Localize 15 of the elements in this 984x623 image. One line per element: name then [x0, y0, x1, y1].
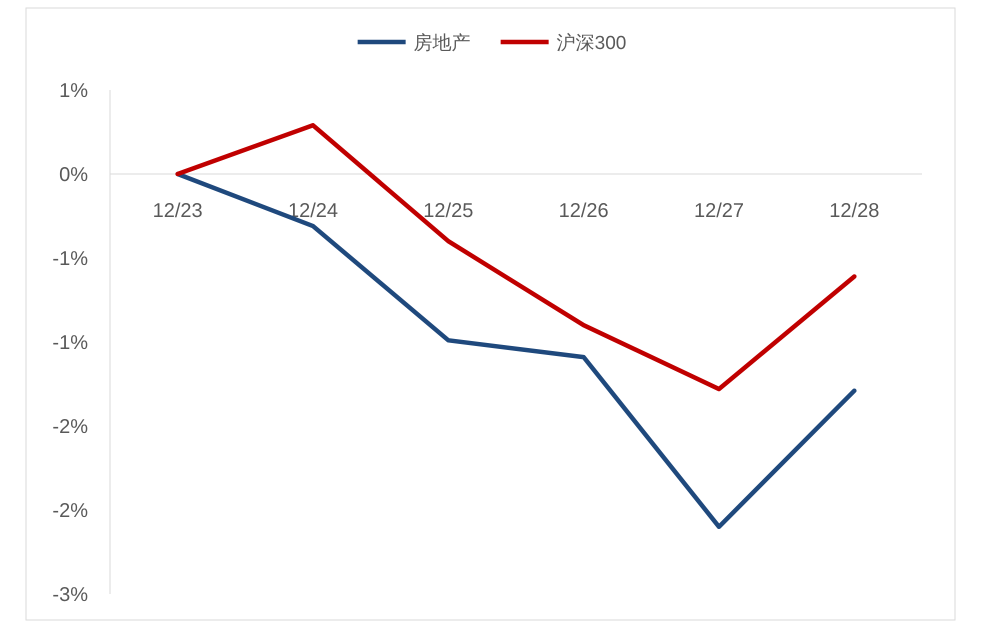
- y-tick-label: -1%: [52, 332, 88, 354]
- y-tick-label: 1%: [59, 80, 88, 102]
- x-tick-label: 12/23: [152, 200, 203, 222]
- legend-label: 沪深300: [556, 32, 626, 54]
- y-tick-label: -2%: [52, 500, 88, 522]
- x-tick-label: 12/28: [829, 200, 880, 222]
- legend-label: 房地产: [414, 32, 471, 54]
- x-tick-label: 12/27: [694, 200, 744, 222]
- y-tick-label: 0%: [59, 164, 88, 186]
- y-tick-label: -1%: [52, 248, 88, 270]
- x-tick-label: 12/24: [288, 200, 338, 222]
- y-tick-label: -2%: [52, 416, 88, 438]
- x-tick-label: 12/25: [423, 200, 474, 222]
- x-tick-label: 12/26: [558, 200, 609, 222]
- y-tick-label: -3%: [52, 584, 88, 606]
